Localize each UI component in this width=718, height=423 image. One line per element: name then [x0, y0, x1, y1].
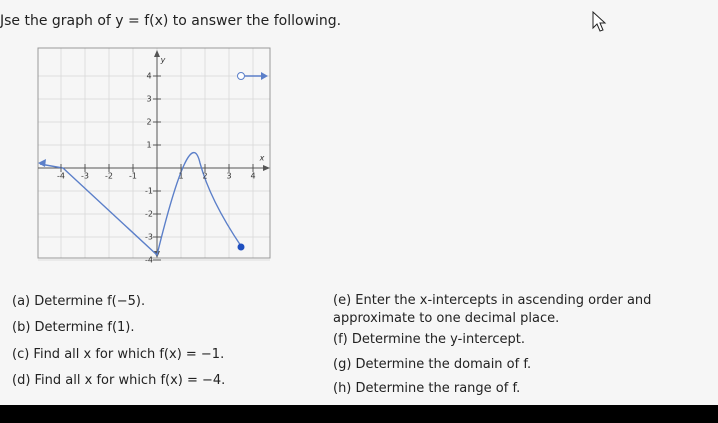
open-point — [237, 72, 245, 80]
question: (b) Determine f(1). — [12, 320, 135, 335]
x-arrow — [263, 165, 270, 171]
y-arrow — [154, 50, 160, 57]
y-tick-label: 4 — [146, 72, 151, 81]
question: (g) Determine the domain of f. — [333, 357, 532, 372]
question: (c) Find all x for which f(x) = −1. — [12, 347, 225, 362]
cursor — [592, 10, 607, 32]
x-tick-label: -2 — [105, 172, 113, 181]
y-tick-label: 1 — [146, 141, 151, 150]
y-tick-label: -1 — [145, 187, 153, 196]
x-tick-label: 2 — [202, 172, 207, 181]
x-tick-label: 3 — [226, 172, 231, 181]
question: (a) Determine f(−5). — [12, 294, 146, 309]
y-tick-label: -3 — [145, 233, 153, 242]
title: Jse the graph of y = f(x) to answer the … — [0, 13, 342, 29]
question: (f) Determine the y-intercept. — [333, 332, 525, 347]
closed-point — [237, 243, 245, 251]
x-tick-label: -1 — [129, 172, 137, 181]
y-tick-label: 3 — [146, 95, 151, 104]
ticks: -4 -3 -2 -1 1 2 3 4 4 3 2 1 -1 -2 -3 -4 — [57, 72, 256, 265]
y-tick-label: -2 — [145, 210, 153, 219]
y-axis-label: y — [160, 56, 166, 65]
y-tick-label: -4 — [145, 256, 153, 265]
x-tick-label: 1 — [178, 172, 183, 181]
x-tick-label: -4 — [57, 172, 65, 181]
question: approximate to one decimal place. — [333, 311, 560, 326]
grid — [38, 48, 270, 261]
graph-frame — [37, 47, 271, 259]
function-curve — [39, 151, 242, 257]
curve-arrow — [38, 159, 46, 167]
bottom-bar — [0, 405, 718, 423]
x-tick-label: -3 — [81, 172, 89, 181]
x-tick-label: 4 — [250, 172, 255, 181]
ray-arrow — [261, 72, 268, 80]
question: (h) Determine the range of f. — [333, 381, 521, 396]
x-axis-label: x — [259, 154, 265, 163]
y-tick-label: 2 — [146, 118, 151, 127]
question: (d) Find all x for which f(x) = −4. — [12, 373, 226, 388]
question: (e) Enter the x-intercepts in ascending … — [333, 293, 652, 308]
